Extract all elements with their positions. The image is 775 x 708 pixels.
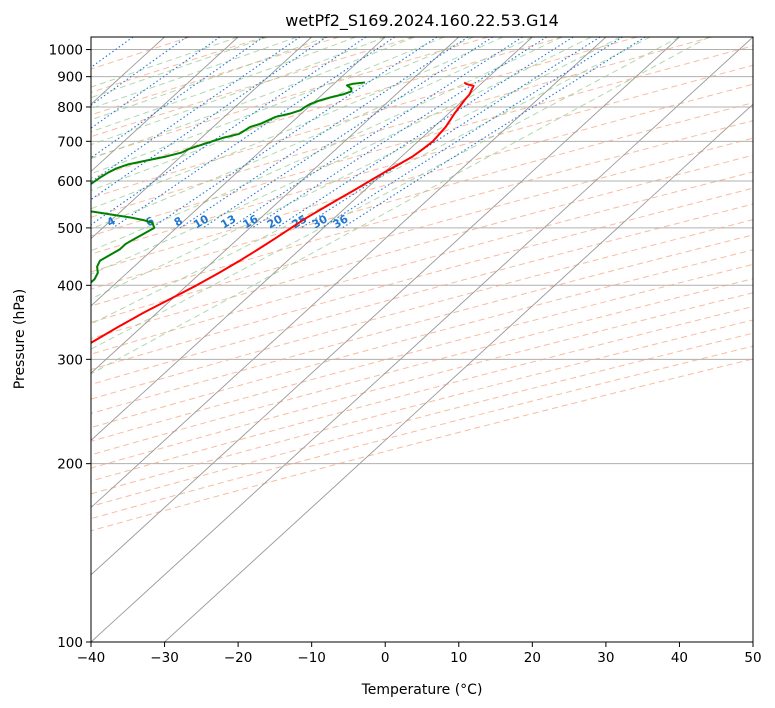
x-tick-label: 0 xyxy=(381,650,390,666)
y-tick-label: 500 xyxy=(57,221,83,237)
dry-adiabat-line xyxy=(91,102,753,290)
dry-adiabat-line xyxy=(91,278,753,456)
moist-adiabat-line xyxy=(91,37,504,210)
plot-frame xyxy=(90,36,754,643)
y-tick-label: 600 xyxy=(57,174,83,190)
y-tick-label: 400 xyxy=(57,278,83,294)
isotherm-line xyxy=(91,37,460,374)
moist-adiabat-line xyxy=(91,37,710,375)
y-tick-label: 200 xyxy=(57,457,83,473)
mixing-ratio-line xyxy=(91,37,301,183)
plot-area: 0.10.20.40.611.52346810131620253036-100-… xyxy=(91,37,753,642)
mixing-ratio-line xyxy=(112,37,396,229)
axes: −40 −30 −20 −10 0 10 20 30 40 50 100 200 300 400 500 60… xyxy=(49,43,762,666)
x-tick-label: −30 xyxy=(150,650,179,666)
moist-adiabat-line xyxy=(91,37,445,175)
moist-adiabat-line xyxy=(91,37,474,191)
x-tick-label: −40 xyxy=(77,650,106,666)
x-tick-label: 20 xyxy=(524,650,541,666)
dry-adiabat-line xyxy=(91,332,753,507)
moist-adiabat-line xyxy=(91,37,533,230)
temperature-line xyxy=(91,81,475,344)
isotherm-line xyxy=(91,37,607,509)
moist-adiabat-line xyxy=(91,37,415,160)
isotherm-line xyxy=(91,37,680,576)
x-tick-label: −20 xyxy=(224,650,253,666)
x-tick-label: 50 xyxy=(744,650,761,666)
dry-adiabat-line xyxy=(91,292,753,469)
isotherm-line xyxy=(91,37,239,173)
chart-title: wetPf2_S169.2024.160.22.53.G14 xyxy=(285,11,559,31)
dry-adiabat-line xyxy=(91,83,753,273)
y-tick-label: 1000 xyxy=(49,43,83,59)
y-tick-label: 900 xyxy=(57,70,83,86)
dry-adiabat-line xyxy=(91,305,753,482)
mixing-ratio-line xyxy=(179,37,469,229)
dewpoint-line xyxy=(91,81,366,284)
isotherm-line xyxy=(164,103,753,642)
moist-adiabat-line xyxy=(91,37,680,350)
mixing-ratio-line xyxy=(321,37,623,229)
sounding-series xyxy=(91,81,475,344)
mixing-ratio-lines xyxy=(91,37,646,229)
x-tick-label: 30 xyxy=(597,650,614,666)
isotherm-line xyxy=(91,37,386,307)
y-tick-label: 700 xyxy=(57,134,83,150)
x-axis-label: Temperature (°C) xyxy=(361,682,483,698)
mixing-ratio-line xyxy=(151,37,438,229)
isotherm-line xyxy=(91,37,533,441)
x-tick-label: 40 xyxy=(671,650,688,666)
x-tick-label: −10 xyxy=(297,650,326,666)
mixing-ratio-line xyxy=(91,37,367,226)
mixing-ratio-line xyxy=(276,37,574,229)
dry-adiabat-line xyxy=(91,37,638,199)
isotherms xyxy=(91,37,753,642)
mixing-ratio-line xyxy=(300,37,601,229)
pressure-gridlines xyxy=(91,49,753,642)
dry-adiabat-line xyxy=(91,319,753,495)
y-tick-label: 800 xyxy=(57,100,83,116)
y-tick-label: 300 xyxy=(57,352,83,368)
y-axis-label: Pressure (hPa) xyxy=(12,289,28,389)
y-tick-label: 100 xyxy=(57,635,83,651)
moist-adiabat-line xyxy=(91,37,386,146)
mixing-ratio-line xyxy=(342,37,646,229)
mixing-ratio-line xyxy=(91,37,328,201)
isotherm-line xyxy=(91,37,753,642)
dry-adiabat-line xyxy=(91,37,712,218)
dry-adiabat-line xyxy=(91,263,753,442)
x-tick-label: 10 xyxy=(450,650,467,666)
mixing-ratio-line xyxy=(251,37,547,229)
isotherm-line xyxy=(91,37,312,240)
dry-adiabats xyxy=(91,37,753,532)
